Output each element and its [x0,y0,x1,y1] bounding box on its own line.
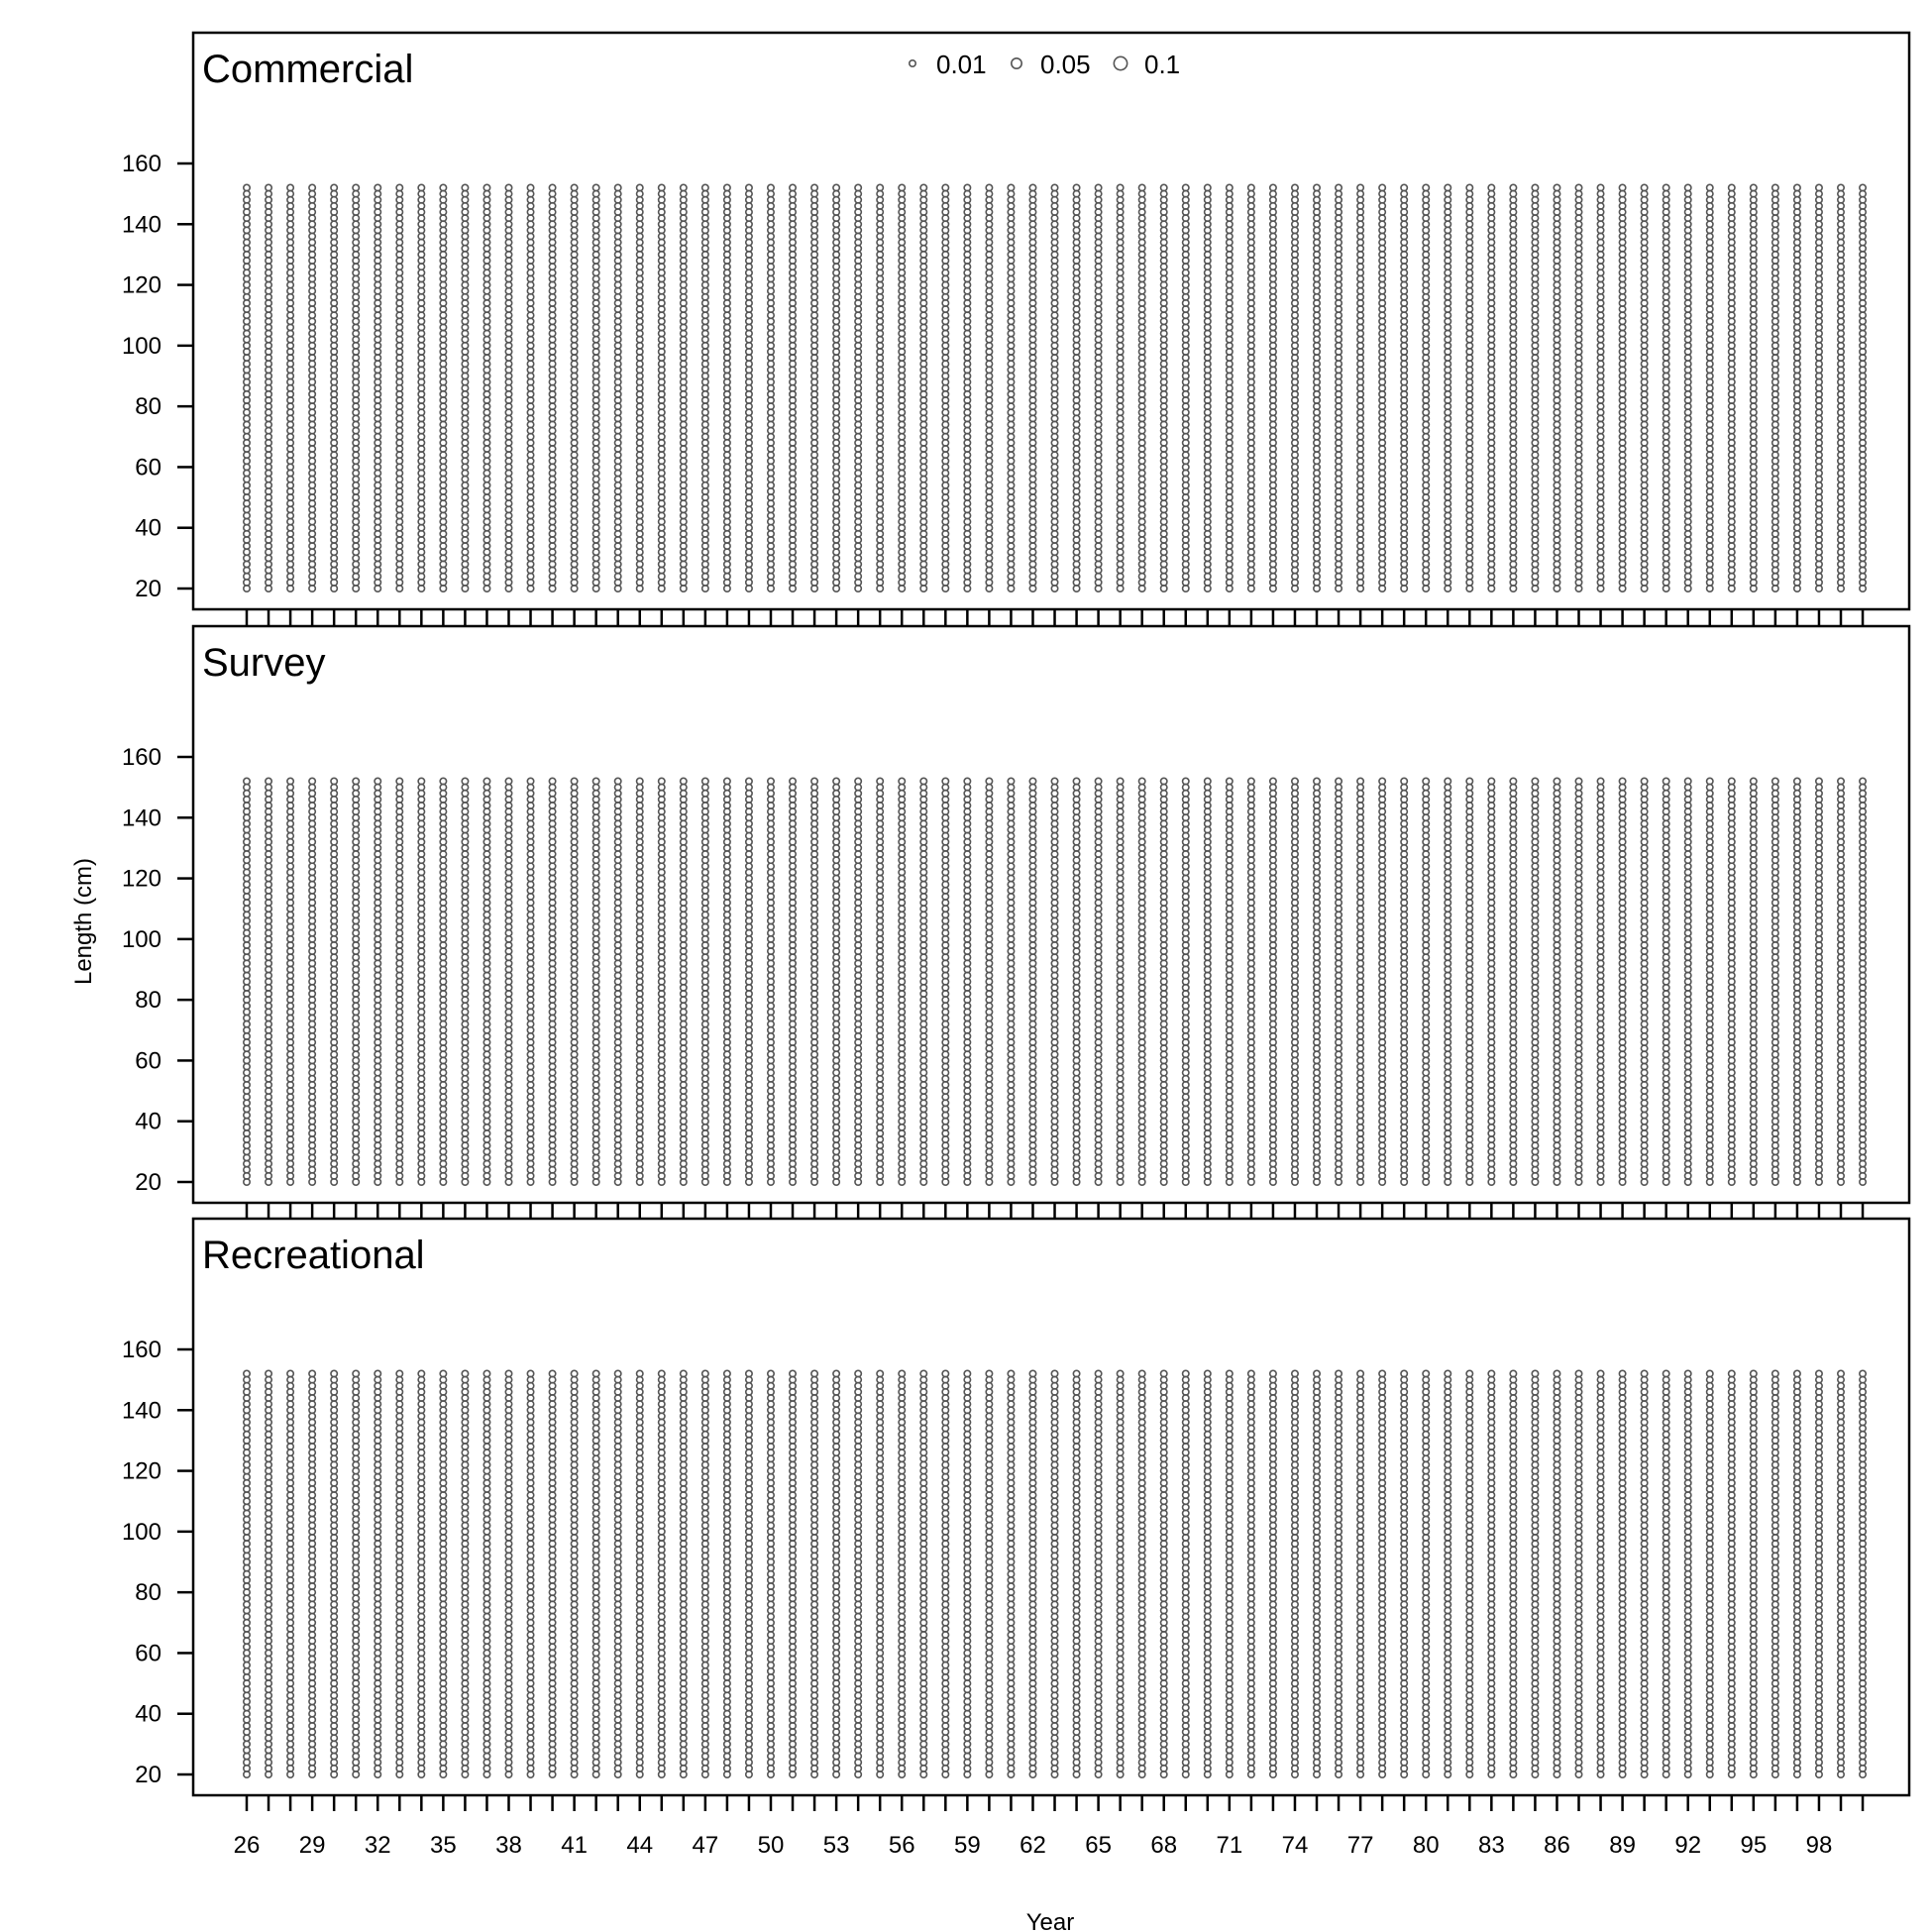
y-tick-label: 20 [135,576,161,602]
bubble [243,183,252,192]
bubble [374,183,382,192]
y-tick-label: 40 [135,515,161,542]
chart-panels: Commercial20406080100120140160Survey2040… [122,31,1911,1811]
bubble [265,183,273,192]
panel-title: Commercial [202,48,413,91]
bubble [461,183,470,192]
bubble [439,183,448,192]
y-tick-label: 60 [135,454,161,481]
bubble [308,183,317,192]
bubble [352,183,361,192]
panel-commercial: Commercial 20 40 60 80 100 120 140 160 [122,31,1911,625]
bubbles [243,183,1868,592]
bubble [395,183,404,192]
y-tick-label: 120 [122,272,161,299]
bubble [286,183,295,192]
y-tick-label: 80 [135,393,161,420]
panel-frame [191,31,1911,611]
bubble [417,183,426,192]
y-tick-label: 160 [122,151,161,177]
y-tick-label: 100 [122,333,161,360]
bubble [483,183,491,192]
y-tick-label: 140 [122,211,161,238]
bubble [504,183,513,192]
bubble [330,183,339,192]
